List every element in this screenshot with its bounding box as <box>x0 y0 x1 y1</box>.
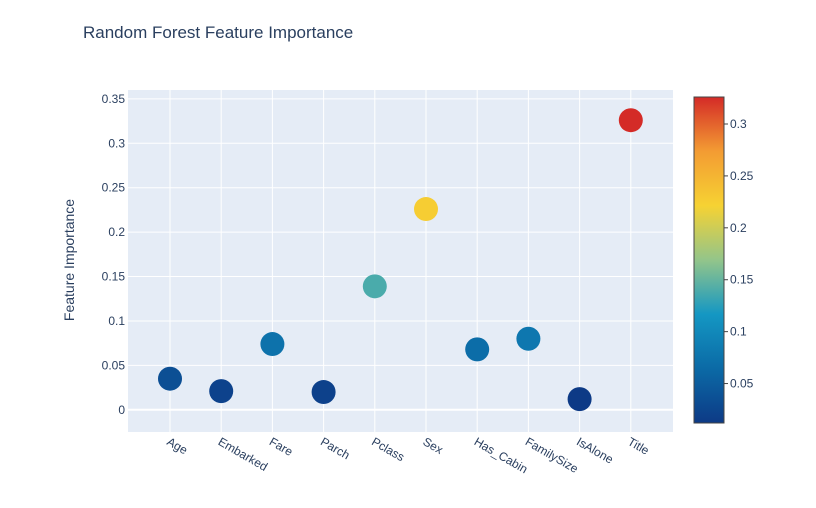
colorbar-tick-label: 0.05 <box>730 377 754 391</box>
y-axis-title: Feature Importance <box>61 199 77 321</box>
colorbar-tick-label: 0.3 <box>730 117 747 131</box>
colorbar-tick-labels: 0.05 0.1 0.15 0.2 0.25 0.3 <box>724 117 754 391</box>
x-tick-label: Age <box>165 434 191 457</box>
y-tick-label: 0.25 <box>102 181 126 195</box>
data-point-marker[interactable] <box>158 366 182 391</box>
data-point-marker[interactable] <box>618 108 643 133</box>
data-point-marker[interactable] <box>414 197 438 222</box>
chart-title: Random Forest Feature Importance <box>83 23 353 42</box>
data-point-marker[interactable] <box>362 274 387 299</box>
y-tick-label: 0 <box>118 403 125 417</box>
data-point-marker[interactable] <box>209 379 234 404</box>
plot-background <box>128 90 673 432</box>
y-tick-label: 0.05 <box>102 358 126 372</box>
y-tick-labels: 0 0.05 0.1 0.15 0.2 0.25 0.3 0.35 <box>102 92 126 417</box>
colorbar-tick-label: 0.2 <box>730 221 747 235</box>
y-tick-label: 0.35 <box>102 92 126 106</box>
x-tick-label: Parch <box>318 434 352 462</box>
x-tick-label: Fare <box>267 434 296 459</box>
colorbar-tick-label: 0.1 <box>730 325 747 339</box>
x-tick-label: Pclass <box>369 434 407 464</box>
colorbar-tick-label: 0.25 <box>730 169 754 183</box>
grid-lines <box>128 90 673 432</box>
colorbar-tick-label: 0.15 <box>730 273 754 287</box>
y-tick-label: 0.3 <box>108 136 125 150</box>
data-point-marker[interactable] <box>516 326 541 351</box>
x-tick-label: Embarked <box>216 434 270 473</box>
data-point-marker[interactable] <box>260 332 285 357</box>
x-tick-label: Sex <box>421 434 446 456</box>
x-tick-label: FamilySize <box>523 434 581 476</box>
y-tick-label: 0.1 <box>108 314 125 328</box>
x-tick-label: Title <box>625 434 652 457</box>
colorbar-gradient <box>693 96 725 424</box>
y-tick-label: 0.15 <box>102 270 126 284</box>
y-tick-label: 0.2 <box>108 225 125 239</box>
colorbar: 0.05 0.1 0.15 0.2 0.25 0.3 <box>693 96 754 424</box>
data-point-marker[interactable] <box>465 337 490 362</box>
data-markers[interactable] <box>158 108 643 412</box>
data-point-marker[interactable] <box>567 387 592 412</box>
data-point-marker[interactable] <box>311 380 336 405</box>
x-tick-label: Has_Cabin <box>472 434 530 476</box>
x-tick-label: IsAlone <box>574 434 616 466</box>
